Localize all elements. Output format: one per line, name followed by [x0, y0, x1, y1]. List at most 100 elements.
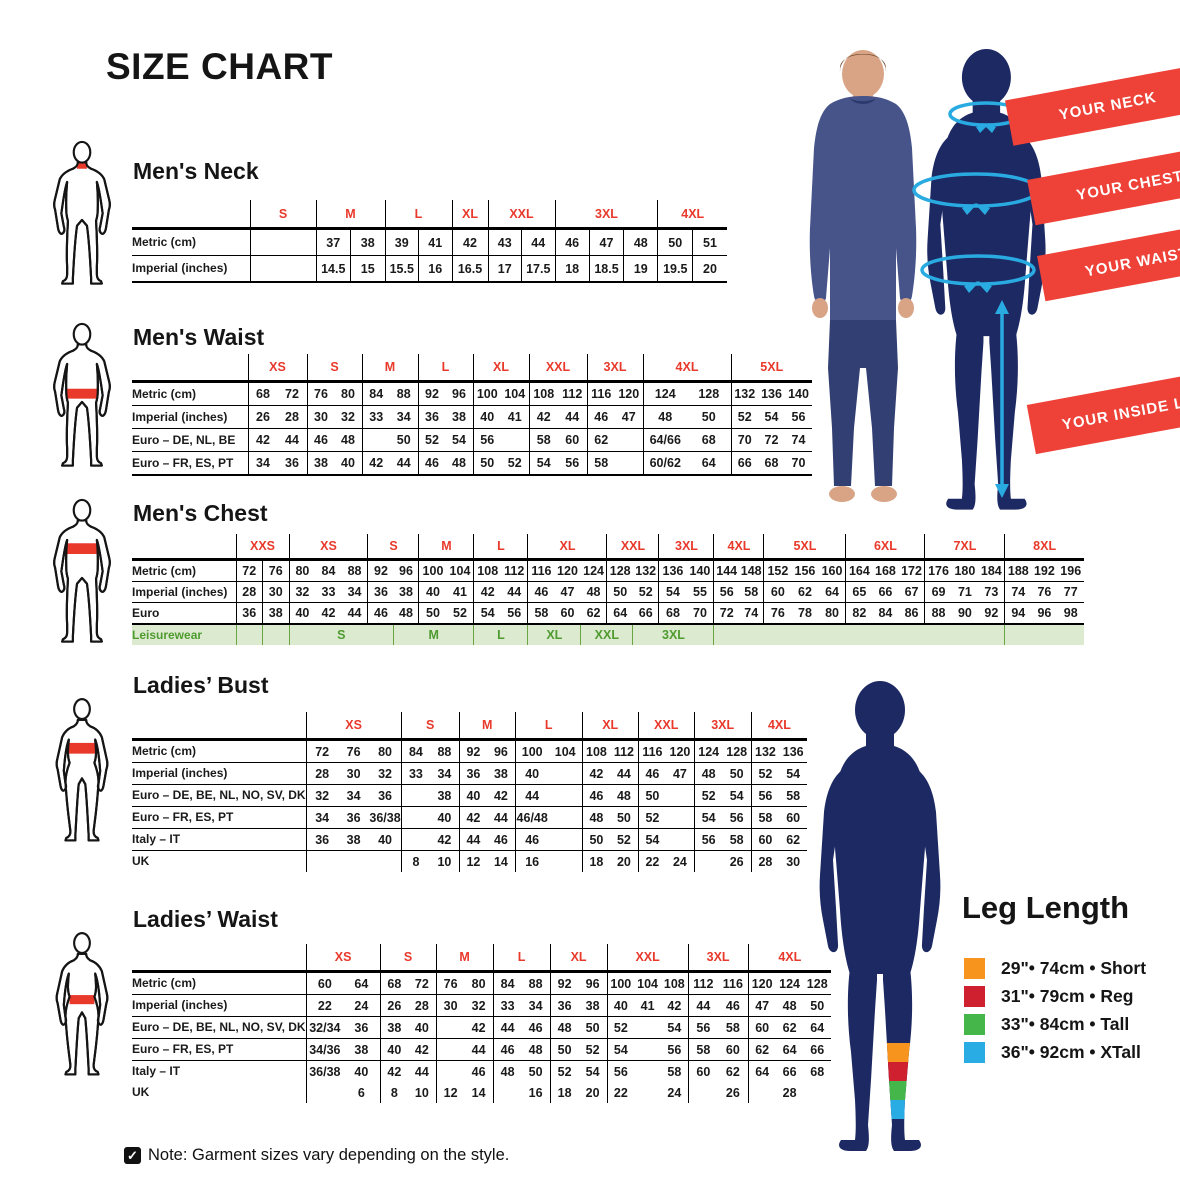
- size-col-header: 5XL: [763, 534, 846, 561]
- size-cell: 16: [514, 850, 549, 872]
- size-cell: 52: [750, 762, 780, 785]
- size-cell: 124: [580, 559, 607, 582]
- size-cell: 98: [1057, 602, 1084, 624]
- size-cell: 54: [661, 1016, 689, 1039]
- size-cell: [249, 228, 316, 256]
- size-cell: 28: [750, 850, 780, 872]
- note: ✓ Note: Garment sizes vary depending on …: [124, 1146, 509, 1165]
- size-cell: 88: [390, 381, 418, 406]
- size-cell: 66: [730, 451, 758, 476]
- size-cell: 60: [747, 1016, 776, 1039]
- size-cell: 100: [606, 971, 635, 995]
- male-waist-figure: [53, 322, 111, 467]
- size-cell: [666, 828, 695, 851]
- size-col-header: XL: [549, 944, 608, 973]
- size-cell: 58: [586, 451, 615, 476]
- size-cell: [337, 850, 370, 872]
- size-cell: 12: [435, 1082, 465, 1103]
- size-cell: 32/34: [305, 1016, 344, 1039]
- table-corner: [132, 354, 248, 383]
- table-corner: [132, 944, 307, 973]
- size-col-header: L: [473, 534, 528, 561]
- size-cell: 46: [306, 428, 335, 452]
- row-label: Euro: [132, 602, 236, 624]
- size-col-header: 8XL: [1004, 534, 1084, 561]
- size-cell: 160: [818, 559, 846, 582]
- size-cell: 28: [305, 762, 338, 785]
- size-cell: 42: [458, 806, 488, 829]
- size-cell: 56: [500, 602, 528, 624]
- size-cell: 38: [350, 228, 385, 256]
- size-cell: 128: [803, 971, 832, 995]
- size-col-header: XXL: [528, 354, 587, 383]
- size-cell: 108: [528, 381, 558, 406]
- size-cell: 128: [722, 739, 752, 763]
- size-cell: 56: [661, 1038, 689, 1061]
- size-cell: 52: [578, 1038, 608, 1061]
- leg-length-silhouette: [819, 681, 941, 1151]
- size-cell: 42: [528, 405, 558, 429]
- size-cell: 38: [306, 451, 335, 476]
- size-cell: 60: [305, 971, 344, 995]
- size-col-header: XXL: [487, 200, 555, 230]
- size-cell: 8: [400, 850, 431, 872]
- row-label: Metric (cm): [132, 381, 248, 406]
- size-cell: 46: [637, 762, 667, 785]
- size-cell: 56: [713, 581, 739, 603]
- row-label: Metric (cm): [132, 971, 307, 995]
- size-cell: 74: [1004, 581, 1032, 603]
- leg-length-item: 36"• 92cm • XTall: [964, 1042, 1146, 1063]
- size-cell: 112: [610, 739, 639, 763]
- size-cell: 52: [501, 451, 529, 476]
- size-cell: 30: [306, 405, 335, 429]
- size-cell: 30: [435, 994, 465, 1017]
- size-cell: 26: [379, 994, 409, 1017]
- leisure-cell: [262, 623, 289, 645]
- size-cell: 136: [658, 559, 687, 582]
- waist-highlight: [66, 388, 98, 399]
- size-cell: 120: [615, 381, 643, 406]
- size-cell: 70: [785, 451, 812, 476]
- row-label: Euro – DE, BE, NL, NO, SV, DK: [132, 1016, 307, 1039]
- size-cell: 48: [693, 762, 723, 785]
- size-cell: 48: [775, 994, 804, 1017]
- size-col-header: 3XL: [693, 712, 752, 741]
- size-cell: 100: [418, 559, 447, 582]
- size-cell: 14: [471, 1085, 486, 1100]
- size-cell: 56: [750, 784, 780, 807]
- size-cell: 148: [738, 559, 764, 582]
- size-cell: 44: [500, 581, 528, 603]
- size-cell: 47: [747, 994, 776, 1017]
- size-cell: 52: [446, 602, 474, 624]
- size-cell: 120: [666, 739, 695, 763]
- size-cell: 44: [521, 228, 555, 256]
- size-cell: 47: [666, 762, 695, 785]
- size-cell: 42: [408, 1038, 437, 1061]
- size-cell: 44: [277, 428, 307, 452]
- leisure-cell: 3XL: [632, 623, 714, 645]
- size-cell: 34: [337, 784, 370, 807]
- size-cell: 46: [718, 994, 749, 1017]
- female-bust-figure: [55, 698, 109, 842]
- size-cell: 58: [661, 1060, 689, 1082]
- banner-your-neck: [1005, 53, 1180, 146]
- size-cell: 15: [350, 255, 385, 283]
- leisure-cell: XXL: [580, 623, 633, 645]
- legend-swatch: [964, 958, 985, 979]
- size-cell: 42: [487, 784, 516, 807]
- size-cell: 80: [334, 381, 362, 406]
- mens-waist-table: XS S M L XL XXL 3XL 4XL 5XL Metric (cm) 68 72 76 80 84…: [132, 354, 812, 476]
- size-cell: 62: [747, 1038, 776, 1061]
- note-text: Note: Garment sizes vary depending on th…: [148, 1146, 510, 1164]
- size-cell: 58: [750, 806, 780, 829]
- ladies-waist-table: XS S M L XL XXL 3XL 4XL Metric (cm) 60 64 68 72 76 80 8…: [132, 944, 832, 1103]
- size-cell: 156: [791, 559, 819, 582]
- size-cell: 36: [277, 451, 307, 476]
- size-cell: 48: [334, 428, 362, 452]
- size-cell: [687, 1082, 719, 1103]
- size-cell: 48: [580, 581, 607, 603]
- size-cell: 48: [521, 1038, 551, 1061]
- row-label: Euro – FR, ES, PT: [132, 806, 307, 829]
- size-cell: 92: [458, 739, 488, 763]
- size-cell: 50: [418, 602, 447, 624]
